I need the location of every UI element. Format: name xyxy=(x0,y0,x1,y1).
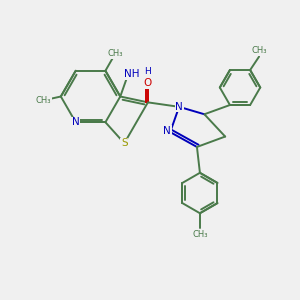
Text: H: H xyxy=(144,68,150,76)
Text: N: N xyxy=(72,117,80,127)
Text: NH: NH xyxy=(124,69,140,79)
Text: CH₃: CH₃ xyxy=(36,96,51,105)
Text: N: N xyxy=(163,126,171,136)
Text: S: S xyxy=(121,138,128,148)
Text: O: O xyxy=(144,78,152,88)
Text: CH₃: CH₃ xyxy=(107,50,123,58)
Text: CH₃: CH₃ xyxy=(192,230,208,238)
Text: N: N xyxy=(175,102,183,112)
Text: CH₃: CH₃ xyxy=(251,46,267,55)
